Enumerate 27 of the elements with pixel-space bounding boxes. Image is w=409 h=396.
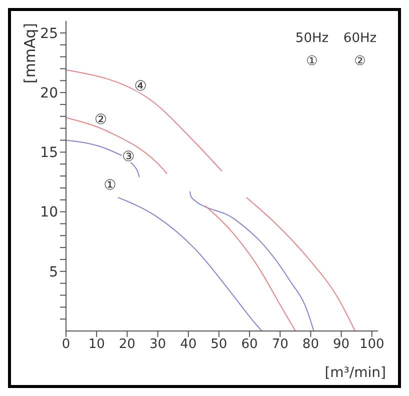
x-tick-label: 0 [62,337,70,352]
x-axis-title: [m³/min] [324,365,386,381]
annotation: 60Hz [342,31,378,46]
y-tick-label: 15 [40,145,58,162]
x-tick-label: 80 [302,337,319,352]
x-tick-label: 50 [210,337,228,352]
annotation: ② [94,112,108,128]
y-tick-label: 20 [40,86,58,102]
x-tick-label: 40 [180,337,197,352]
x-tick-label: 60 [241,337,258,352]
annotation: ① [305,54,319,69]
x-tick-label: 90 [333,337,350,352]
y-axis-title: [mmAq] [21,23,39,84]
x-tick-label: 70 [272,337,288,352]
annotation: ② [353,54,367,69]
y-tick-label: 10 [40,204,58,221]
x-tick-label: 10 [88,337,105,352]
annotation: ④ [134,78,147,94]
x-tick-label: 20 [118,337,136,352]
line-series [189,191,314,331]
y-tick-label: 5 [49,264,58,280]
x-tick-label: 100 [359,337,384,352]
annotation: 50Hz [294,31,330,46]
annotation: ③ [122,148,135,165]
x-tick-label: 30 [149,337,166,352]
y-tick-label: 25 [40,26,58,42]
annotation: ① [104,177,116,194]
